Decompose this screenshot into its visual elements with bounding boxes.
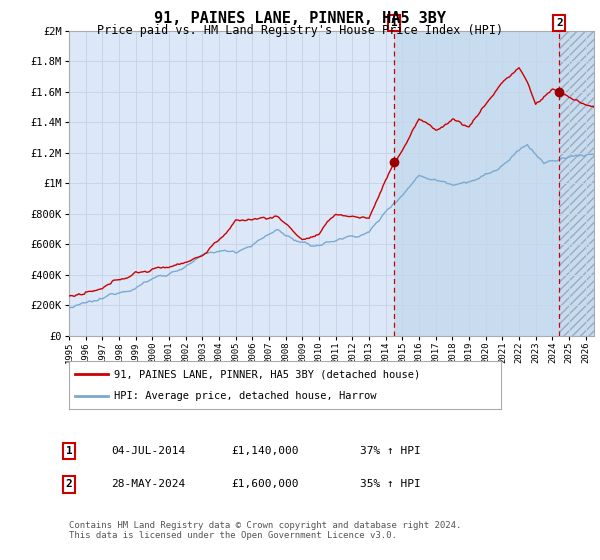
- Bar: [394, 31, 559, 336]
- Text: 28-MAY-2024: 28-MAY-2024: [111, 479, 185, 489]
- Text: Contains HM Land Registry data © Crown copyright and database right 2024.
This d: Contains HM Land Registry data © Crown c…: [69, 521, 461, 540]
- Text: 04-JUL-2014: 04-JUL-2014: [111, 446, 185, 456]
- Text: £1,140,000: £1,140,000: [231, 446, 299, 456]
- Text: 2: 2: [65, 479, 73, 489]
- Text: HPI: Average price, detached house, Harrow: HPI: Average price, detached house, Harr…: [115, 391, 377, 401]
- Text: £1,600,000: £1,600,000: [231, 479, 299, 489]
- Text: 2: 2: [556, 18, 563, 28]
- Text: 1: 1: [65, 446, 73, 456]
- Text: 1: 1: [391, 18, 397, 28]
- Text: Price paid vs. HM Land Registry's House Price Index (HPI): Price paid vs. HM Land Registry's House …: [97, 24, 503, 37]
- Text: 91, PAINES LANE, PINNER, HA5 3BY: 91, PAINES LANE, PINNER, HA5 3BY: [154, 11, 446, 26]
- Text: 35% ↑ HPI: 35% ↑ HPI: [360, 479, 421, 489]
- Bar: [559, 31, 594, 336]
- Text: 37% ↑ HPI: 37% ↑ HPI: [360, 446, 421, 456]
- Text: 91, PAINES LANE, PINNER, HA5 3BY (detached house): 91, PAINES LANE, PINNER, HA5 3BY (detach…: [115, 369, 421, 379]
